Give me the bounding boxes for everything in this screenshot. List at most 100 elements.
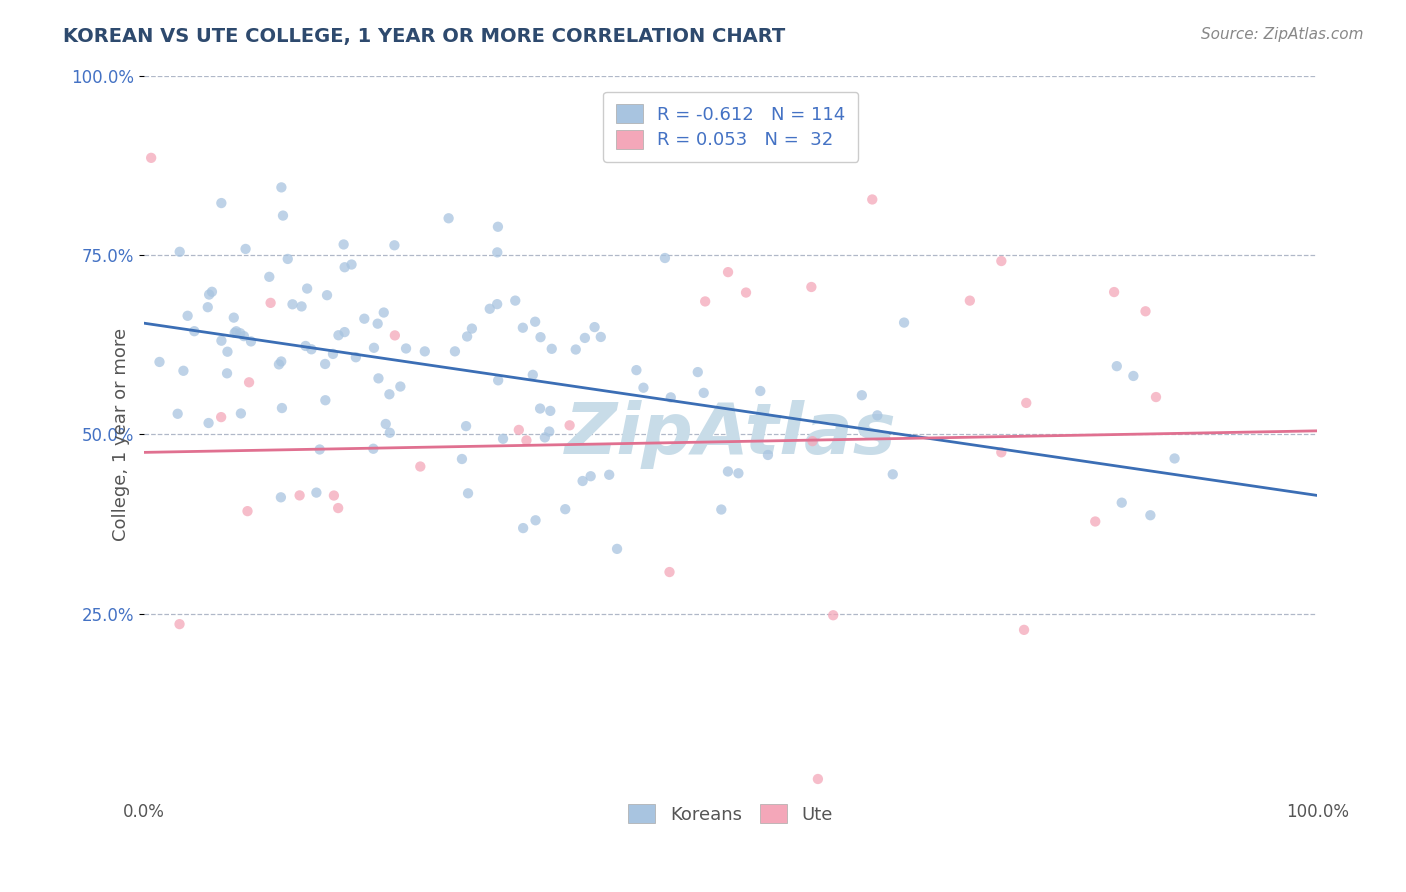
Point: [374, 417, 396, 431]
Text: KOREAN VS UTE COLLEGE, 1 YEAR OR MORE CORRELATION CHART: KOREAN VS UTE COLLEGE, 1 YEAR OR MORE CO…: [63, 27, 786, 45]
Point: [235, 242, 257, 256]
Point: [529, 330, 551, 344]
Point: [538, 425, 561, 439]
Point: [866, 409, 889, 423]
Point: [316, 288, 339, 302]
Point: [148, 355, 170, 369]
Point: [409, 459, 432, 474]
Point: [229, 407, 252, 421]
Point: [583, 320, 606, 334]
Point: [288, 488, 311, 502]
Point: [270, 180, 292, 194]
Point: [281, 297, 304, 311]
Point: [413, 344, 436, 359]
Point: [270, 354, 292, 368]
Point: [522, 368, 544, 382]
Point: [727, 467, 749, 481]
Point: [710, 502, 733, 516]
Point: [461, 321, 484, 335]
Point: [169, 617, 191, 632]
Point: [141, 151, 163, 165]
Point: [564, 343, 586, 357]
Point: [492, 432, 515, 446]
Point: [373, 305, 395, 319]
Point: [209, 334, 232, 348]
Point: [1105, 359, 1128, 373]
Point: [340, 258, 363, 272]
Point: [176, 309, 198, 323]
Point: [659, 390, 682, 404]
Point: [807, 772, 830, 786]
Point: [224, 326, 246, 340]
Point: [540, 342, 562, 356]
Point: [456, 329, 478, 343]
Point: [271, 209, 294, 223]
Point: [529, 401, 551, 416]
Point: [486, 373, 509, 387]
Point: [749, 384, 772, 398]
Point: [267, 358, 290, 372]
Point: [236, 504, 259, 518]
Point: [686, 365, 709, 379]
Point: [589, 330, 612, 344]
Point: [232, 329, 254, 343]
Point: [1163, 451, 1185, 466]
Point: [1084, 515, 1107, 529]
Point: [259, 269, 281, 284]
Point: [333, 260, 356, 275]
Legend: Koreans, Ute: Koreans, Ute: [617, 794, 844, 835]
Point: [314, 393, 336, 408]
Point: [437, 211, 460, 226]
Point: [503, 293, 526, 308]
Point: [198, 287, 221, 301]
Point: [389, 379, 412, 393]
Point: [169, 244, 191, 259]
Point: [367, 317, 389, 331]
Point: [654, 251, 676, 265]
Point: [512, 320, 534, 334]
Point: [444, 344, 467, 359]
Point: [322, 347, 344, 361]
Point: [384, 328, 406, 343]
Point: [229, 326, 252, 341]
Point: [344, 350, 367, 364]
Point: [579, 469, 602, 483]
Point: [1122, 368, 1144, 383]
Point: [225, 324, 247, 338]
Point: [451, 452, 474, 467]
Point: [271, 401, 294, 415]
Point: [395, 342, 418, 356]
Point: [240, 334, 263, 349]
Point: [454, 419, 477, 434]
Point: [693, 385, 716, 400]
Point: [308, 442, 330, 457]
Point: [166, 407, 188, 421]
Point: [363, 341, 385, 355]
Point: [851, 388, 873, 402]
Point: [893, 316, 915, 330]
Point: [756, 448, 779, 462]
Point: [515, 434, 537, 448]
Text: Source: ZipAtlas.com: Source: ZipAtlas.com: [1201, 27, 1364, 42]
Point: [508, 423, 530, 437]
Point: [314, 357, 336, 371]
Point: [332, 237, 354, 252]
Point: [333, 325, 356, 339]
Point: [172, 364, 194, 378]
Point: [524, 315, 547, 329]
Text: ZipAtlas: ZipAtlas: [565, 400, 897, 469]
Point: [197, 300, 219, 314]
Point: [363, 442, 385, 456]
Point: [270, 491, 292, 505]
Point: [1015, 396, 1038, 410]
Point: [328, 328, 350, 343]
Point: [209, 410, 232, 425]
Point: [384, 238, 406, 252]
Point: [201, 285, 224, 299]
Point: [882, 467, 904, 482]
Point: [626, 363, 648, 377]
Point: [658, 565, 681, 579]
Point: [1139, 508, 1161, 523]
Point: [598, 467, 620, 482]
Point: [1135, 304, 1157, 318]
